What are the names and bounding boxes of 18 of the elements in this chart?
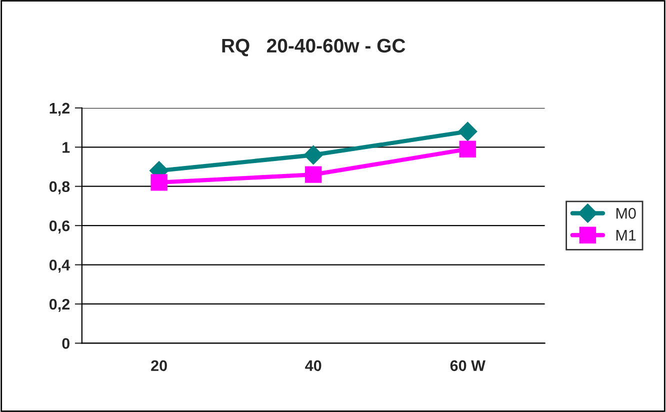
legend-label: M0 <box>616 208 636 219</box>
y-tick-label: 1,2 <box>50 102 70 116</box>
point <box>459 140 476 158</box>
y-tick-label: 0 <box>62 338 70 349</box>
point <box>304 145 323 165</box>
point <box>305 166 322 183</box>
x-tick-label: 40 <box>305 360 322 372</box>
legend-label: M1 <box>616 230 636 240</box>
point <box>150 174 168 191</box>
x-tick-label: 20 <box>151 360 167 372</box>
y-tick-label: 1 <box>62 142 70 153</box>
y-tick-label: 0,8 <box>49 181 70 194</box>
y-tick-label: 0,4 <box>49 260 70 273</box>
x-tick-label: 60 W <box>450 360 486 372</box>
point <box>458 122 478 142</box>
y-tick-label: 0,6 <box>49 220 70 234</box>
chart-title: RQ 20-40-60w - GC <box>222 38 406 56</box>
y-tick-label: 0,2 <box>49 298 70 312</box>
